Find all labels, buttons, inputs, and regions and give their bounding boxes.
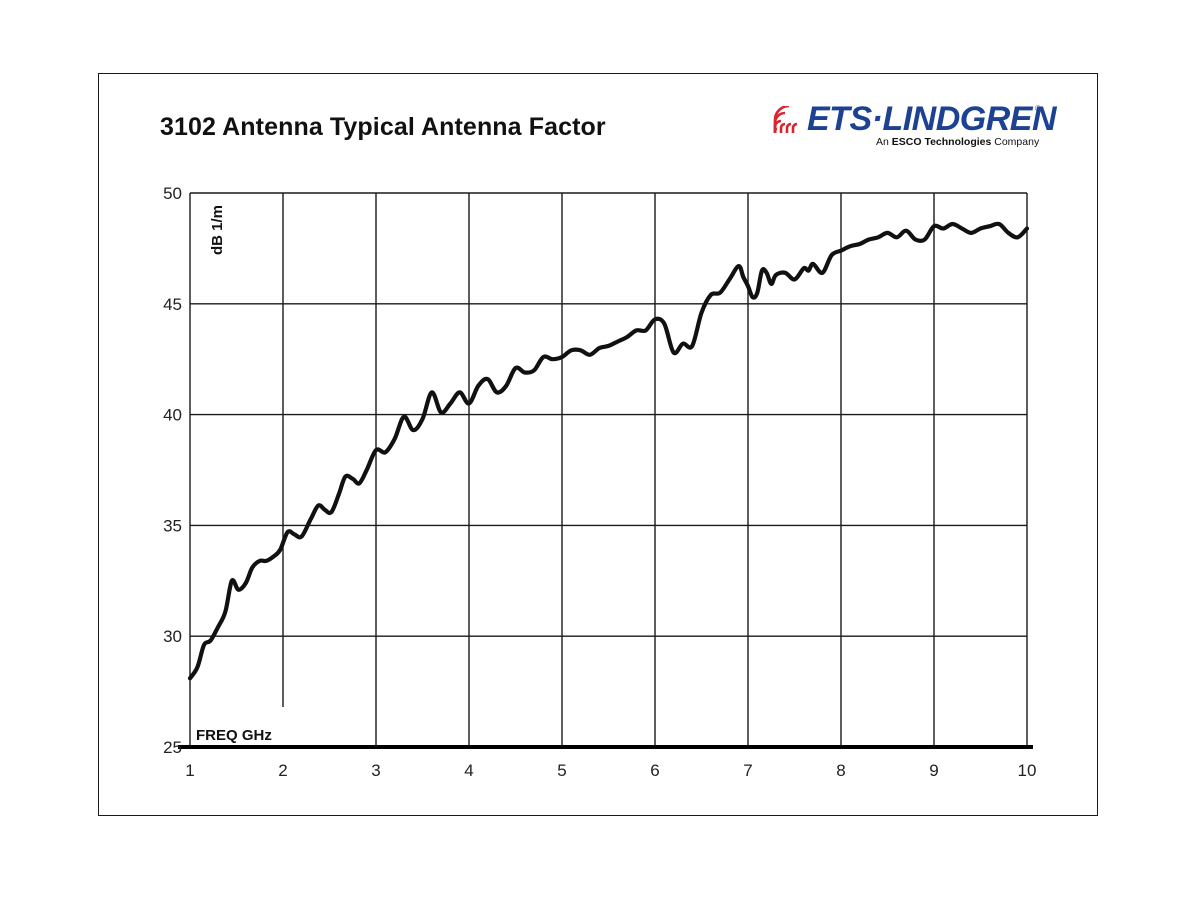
y-axis-label: dB 1/m <box>209 205 226 255</box>
y-tick-label-35: 35 <box>163 516 182 535</box>
x-axis-label: FREQ GHz <box>196 727 272 744</box>
tagline-company: ESCO Technologies <box>891 136 992 148</box>
y-tick-label-45: 45 <box>163 295 182 314</box>
x-tick-label-3: 3 <box>371 761 380 780</box>
x-tick-label-9: 9 <box>929 761 938 780</box>
x-tick-label-6: 6 <box>650 761 659 780</box>
chart-frame <box>98 73 1098 816</box>
y-tick-label-40: 40 <box>163 406 182 425</box>
x-tick-label-10: 10 <box>1018 761 1037 780</box>
logo-brand-text: ETS·LINDGREN <box>807 100 1057 138</box>
x-tick-label-7: 7 <box>743 761 752 780</box>
registered-mark: ® <box>1035 104 1041 113</box>
y-tick-label-30: 30 <box>163 627 182 646</box>
signal-arcs-icon <box>773 106 798 133</box>
y-tick-label-50: 50 <box>163 184 182 203</box>
series-layer <box>187 221 1030 681</box>
x-tick-label-5: 5 <box>557 761 566 780</box>
tagline-suffix: Company <box>991 136 1040 148</box>
series-line-0 <box>187 221 1030 681</box>
x-tick-label-4: 4 <box>464 761 473 780</box>
y-tick-label-25: 25 <box>163 738 182 757</box>
x-tick-label-2: 2 <box>278 761 287 780</box>
x-tick-label-8: 8 <box>836 761 845 780</box>
chart-title: 3102 Antenna Typical Antenna Factor <box>160 113 606 141</box>
ets-lindgren-logo: ETS·LINDGREN ® An ESCO Technologies Comp… <box>773 100 1057 150</box>
tagline-prefix: An <box>876 136 892 148</box>
logo-tagline: An ESCO Technologies Company <box>876 136 1039 148</box>
x-tick-label-1: 1 <box>185 761 194 780</box>
grid-layer <box>178 192 1033 749</box>
